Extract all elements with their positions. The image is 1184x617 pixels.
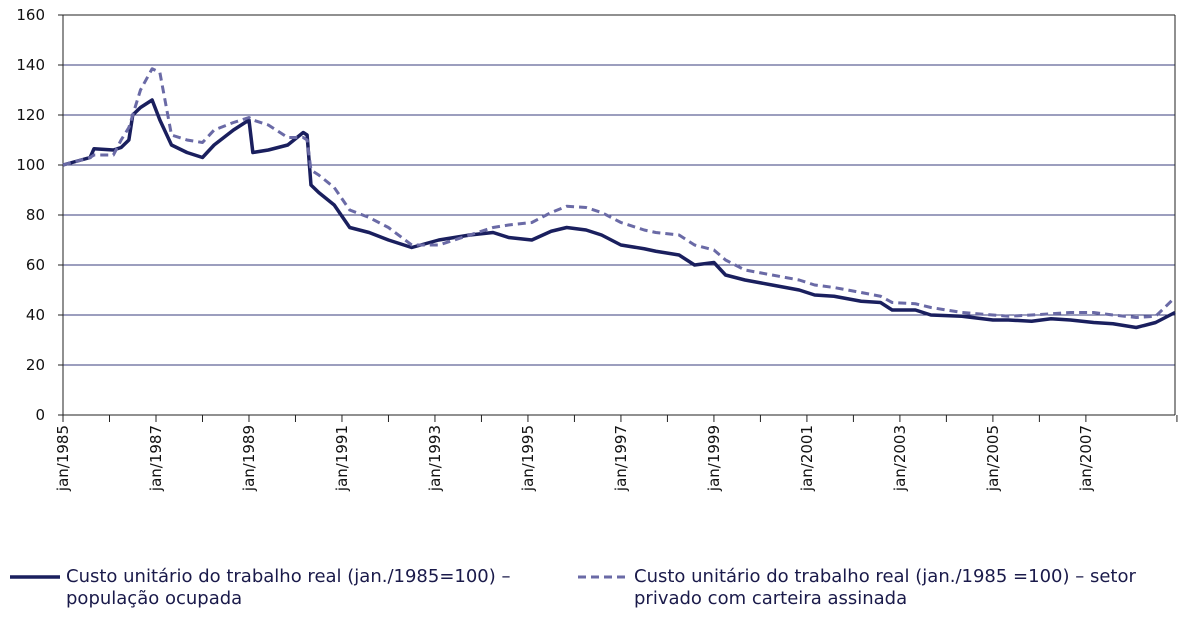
y-tick-label: 160 xyxy=(16,6,45,24)
x-tick-label: jan/2001 xyxy=(798,425,816,492)
y-tick-label: 100 xyxy=(16,156,45,174)
x-tick-label: jan/1993 xyxy=(426,425,444,492)
legend-entry: Custo unitário do trabalho real (jan./19… xyxy=(10,566,550,610)
legend-swatch xyxy=(10,575,60,579)
x-tick-label: jan/1987 xyxy=(147,425,165,492)
y-tick-label: 0 xyxy=(35,406,45,424)
x-tick-label: jan/2005 xyxy=(984,425,1002,492)
y-tick-label: 60 xyxy=(26,256,45,274)
legend: Custo unitário do trabalho real (jan./19… xyxy=(0,566,1184,617)
x-tick-label: jan/1999 xyxy=(705,425,723,492)
y-tick-label: 120 xyxy=(16,106,45,124)
x-tick-label: jan/1985 xyxy=(54,425,72,492)
x-tick-label: jan/1989 xyxy=(240,425,258,492)
chart: 0 20 40 60 80 100 120 140 160 jan/1985 jan/1987 jan… xyxy=(16,6,1178,492)
y-tick-label: 140 xyxy=(16,56,45,74)
legend-label: Custo unitário do trabalho real (jan./19… xyxy=(66,566,511,609)
y-tick-label: 40 xyxy=(26,306,45,324)
legend-entry: Custo unitário do trabalho real (jan./19… xyxy=(578,566,1178,610)
x-tick-label: jan/1995 xyxy=(519,425,537,492)
legend-swatch xyxy=(578,575,628,579)
data-line xyxy=(62,67,1177,319)
y-tick-label: 20 xyxy=(26,356,45,374)
legend-label: Custo unitário do trabalho real (jan./19… xyxy=(634,566,1136,609)
x-tick-label: jan/1991 xyxy=(333,425,351,492)
x-tick-label: jan/2007 xyxy=(1077,425,1095,492)
x-tick-label: jan/1997 xyxy=(612,425,630,492)
x-tick-label: jan/2003 xyxy=(891,425,909,492)
y-tick-label: 80 xyxy=(26,206,45,224)
data-line xyxy=(62,98,1176,330)
